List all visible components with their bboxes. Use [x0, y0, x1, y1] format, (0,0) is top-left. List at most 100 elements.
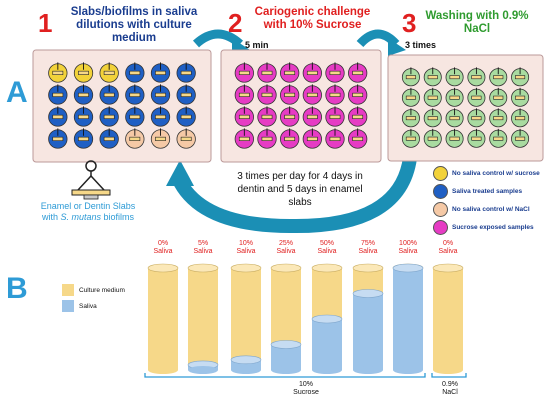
slab — [306, 114, 318, 119]
legend-a-label: No saliva control w/ NaCl — [452, 206, 530, 213]
bar-label-pct: 5% — [197, 240, 209, 247]
arrow-head-2 — [388, 38, 406, 56]
bar-top — [187, 263, 219, 273]
slab — [427, 116, 438, 121]
legend-a-item: Saliva treated samples — [433, 184, 522, 199]
process-diagram — [32, 29, 544, 234]
bar-label-word: Saliva — [276, 248, 296, 255]
legend-b-swatch — [62, 300, 74, 312]
bar-saliva-top — [230, 355, 262, 365]
slab — [515, 116, 526, 121]
bar-bottom — [188, 366, 218, 374]
bar-label-word: Saliva — [358, 248, 378, 255]
slab — [103, 70, 115, 75]
bracket-sucrose — [144, 373, 426, 378]
bar-label-pct: 50% — [319, 240, 334, 247]
bar-label-pct: 10% — [238, 240, 253, 247]
bar-label: 0% Saliva — [148, 240, 178, 256]
group-label-nacl-line2: NaCl — [442, 389, 458, 396]
bar-label-word: Saliva — [317, 248, 337, 255]
slab — [352, 70, 364, 75]
bar-saliva-top — [311, 314, 343, 324]
slab — [238, 92, 250, 97]
plate-step3 — [387, 54, 544, 162]
bar-label-pct: 0% — [157, 240, 169, 247]
slab — [261, 70, 273, 75]
bar-top — [432, 263, 464, 273]
bar-label-pct: 75% — [360, 240, 375, 247]
bar-label-word: Saliva — [438, 248, 458, 255]
slab — [449, 136, 460, 141]
bar-culture-medium — [231, 268, 261, 370]
bar-label-pct: 25% — [278, 240, 293, 247]
bar-label-pct: 100% — [399, 240, 417, 247]
slab — [261, 136, 273, 141]
slab — [180, 70, 192, 75]
group-label-sucrose: 10% Sucrose — [286, 381, 326, 397]
bar-saliva — [231, 359, 261, 370]
cylinder-bar — [187, 263, 219, 374]
slab-holder-icon — [71, 160, 111, 200]
slab — [471, 75, 482, 80]
bar-top — [311, 263, 343, 273]
slab — [352, 114, 364, 119]
legend-b-label: Saliva — [79, 302, 97, 310]
bar-saliva-top — [352, 289, 384, 298]
legend-b-item: Culture medium — [62, 284, 125, 296]
bar-label-word: Saliva — [236, 248, 256, 255]
slab — [78, 70, 89, 75]
slab — [405, 95, 416, 100]
slab — [405, 116, 416, 121]
bar-label: 25% Saliva — [271, 240, 301, 256]
slab — [103, 136, 115, 141]
slab — [129, 92, 141, 97]
bar-bottom — [433, 366, 463, 374]
step-number-1: 1 — [38, 8, 53, 38]
slab — [238, 70, 250, 75]
legend-a-label: Saliva treated samples — [452, 188, 523, 195]
legend-a-label: Sucrose exposed samples — [452, 224, 534, 231]
slab — [427, 75, 438, 80]
panel-label-a: A — [6, 76, 28, 109]
bar-culture-medium — [148, 268, 178, 370]
slab — [427, 95, 438, 100]
slab — [103, 92, 115, 97]
slab — [284, 92, 296, 97]
slab — [352, 136, 364, 141]
bar-saliva — [353, 293, 383, 370]
step-title-2: Cariogenic challenge with 10% Sucrose — [254, 6, 371, 31]
slab — [449, 116, 460, 121]
slab — [78, 136, 89, 141]
return-arrow — [171, 156, 417, 234]
slab — [493, 136, 504, 141]
bar-bottom — [148, 366, 178, 374]
legend-a-swatch — [433, 184, 448, 199]
slab-caption-line2: with S. mutans biofilms — [28, 212, 148, 223]
slab — [329, 114, 341, 119]
cylinder-bar — [230, 263, 262, 374]
slab — [493, 75, 504, 80]
step-title-1: Slabs/biofilms in saliva dilutions with … — [70, 6, 198, 44]
slab — [306, 136, 318, 141]
bar-label: 50% Saliva — [312, 240, 342, 256]
legend-a-label: No saliva control w/ sucrose — [452, 170, 540, 177]
return-arrow-head — [166, 160, 194, 186]
slab — [155, 136, 166, 141]
slab-caption-pre: with — [41, 212, 61, 222]
group-label-nacl-line1: 0.9% — [442, 381, 458, 388]
slab — [471, 95, 482, 100]
group-label-nacl: 0.9% NaCl — [430, 381, 470, 397]
bar-label-pct: 0% — [442, 240, 454, 247]
bar-bottom — [231, 366, 261, 374]
bar-label: 100% Saliva — [393, 240, 423, 256]
slab — [493, 116, 504, 121]
bar-saliva — [393, 268, 423, 370]
slab — [129, 114, 141, 119]
slab — [471, 116, 482, 121]
plate-step2 — [220, 49, 382, 163]
slab — [329, 70, 341, 75]
bar-bottom — [312, 366, 342, 374]
slab — [129, 70, 141, 75]
bar-label-word: Saliva — [153, 248, 173, 255]
